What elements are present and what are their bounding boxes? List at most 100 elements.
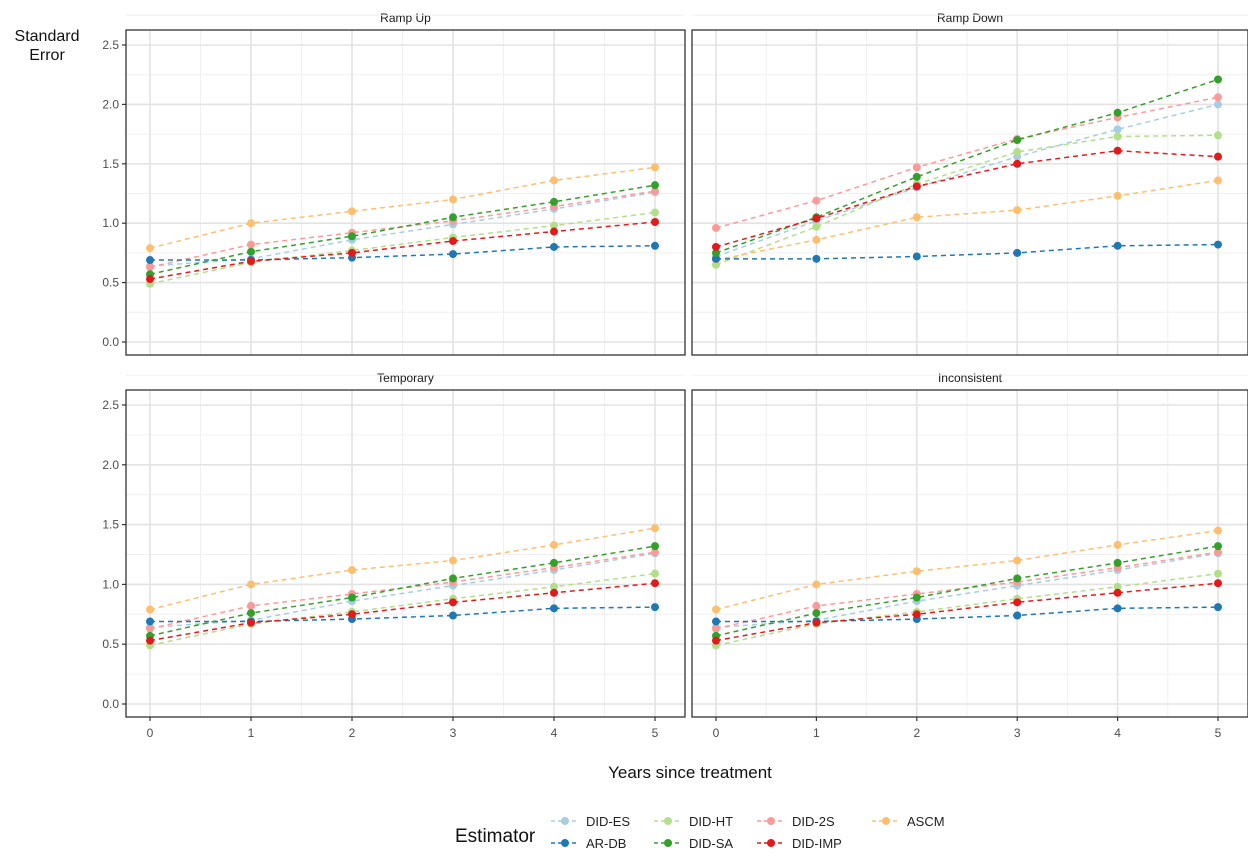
y-tick-label: 0.5 <box>102 637 119 651</box>
legend-item-did-es: DID-ES <box>550 810 630 832</box>
data-point <box>449 611 457 620</box>
panel-inconsistent: Inconsistent 0 1 2 3 4 5 <box>691 371 1248 740</box>
data-point <box>1214 603 1222 612</box>
panel-temporary: Temporary 0.0 0.5 1.0 1.5 2.0 2.5 0 1 2 3 4 5 <box>102 371 686 740</box>
legend-item-ar-db: AR-DB <box>550 832 626 854</box>
data-point <box>912 567 921 576</box>
data-point <box>449 250 457 259</box>
panel-title: Ramp Down <box>937 11 1003 25</box>
data-point <box>651 603 659 612</box>
data-point <box>712 242 720 251</box>
legend-title: Estimator <box>455 826 536 847</box>
data-point <box>651 241 659 250</box>
data-point <box>550 588 558 597</box>
series-line <box>716 606 1219 623</box>
panel-title: Inconsistent <box>938 371 1003 385</box>
data-point <box>812 618 821 627</box>
data-point <box>449 556 457 565</box>
data-point <box>712 624 720 633</box>
x-tick-label: 4 <box>551 726 558 740</box>
series-line <box>715 545 1219 637</box>
data-point <box>912 252 921 261</box>
series-line <box>715 103 1219 258</box>
data-point <box>812 609 821 618</box>
data-point <box>247 609 255 618</box>
data-point <box>348 610 356 619</box>
panel-border <box>691 389 1248 718</box>
legend-label: DID-ES <box>586 813 631 829</box>
data-point <box>146 256 154 265</box>
data-point <box>712 636 720 645</box>
data-point <box>348 248 356 257</box>
data-point <box>651 579 659 588</box>
data-point <box>812 196 821 205</box>
series-line <box>149 211 656 285</box>
data-point <box>812 235 821 244</box>
data-point <box>1013 611 1022 620</box>
series-line <box>715 78 1219 254</box>
series-line <box>715 582 1219 642</box>
y-tick-label: 1.0 <box>102 216 119 230</box>
data-point <box>550 176 558 185</box>
data-point <box>1113 241 1122 250</box>
series-ascm <box>712 176 1222 265</box>
data-point <box>651 548 659 557</box>
data-point <box>1113 146 1122 155</box>
y-axis-title: Standard Error <box>14 28 80 64</box>
data-point <box>712 254 720 263</box>
data-point <box>247 257 255 266</box>
data-point <box>1113 108 1122 117</box>
data-point <box>449 574 457 583</box>
data-point <box>1013 206 1022 215</box>
series-line <box>150 245 656 261</box>
data-point <box>1214 176 1222 185</box>
data-point <box>912 593 921 602</box>
data-point <box>247 219 255 228</box>
data-point <box>651 524 659 533</box>
data-point <box>1214 93 1222 102</box>
series-did-imp <box>712 146 1222 251</box>
x-tick-label: 1 <box>248 726 255 740</box>
data-point <box>1214 131 1222 140</box>
y-tick-label: 0.5 <box>102 276 119 290</box>
x-tick-label: 4 <box>1114 726 1121 740</box>
series-line <box>715 572 1219 647</box>
data-point <box>1013 136 1022 145</box>
data-point <box>146 244 154 253</box>
legend-key <box>757 839 785 847</box>
legend-key <box>757 817 785 825</box>
series-did-imp <box>146 218 659 284</box>
series-did-imp <box>712 579 1222 645</box>
data-point <box>1113 191 1122 200</box>
series-line <box>149 184 656 276</box>
data-point <box>1214 548 1222 557</box>
series-line <box>716 243 1219 260</box>
series-did-imp <box>146 579 659 645</box>
data-point <box>1113 125 1122 134</box>
data-point <box>651 218 659 227</box>
data-point <box>1013 248 1022 257</box>
data-point <box>812 254 821 263</box>
legend-label: DID-IMP <box>792 835 842 851</box>
x-tick-label: 1 <box>813 726 820 740</box>
data-point <box>1214 100 1222 109</box>
data-point <box>912 172 921 181</box>
legend-key <box>654 839 682 847</box>
series-line <box>149 527 656 611</box>
data-point <box>1214 152 1222 161</box>
series-ascm <box>146 163 659 253</box>
data-point <box>812 601 821 610</box>
series-line <box>715 179 1219 261</box>
data-point <box>146 617 154 626</box>
y-tick-label: 2.5 <box>102 38 119 52</box>
data-point <box>651 187 659 196</box>
legend-key <box>654 817 682 825</box>
data-point <box>449 598 457 607</box>
legend-key <box>551 817 579 825</box>
legend-label: DID-SA <box>689 835 734 851</box>
data-point <box>812 222 821 231</box>
series-ar-db <box>712 240 1222 263</box>
legend-label: AR-DB <box>586 835 627 851</box>
data-point <box>1214 240 1222 249</box>
